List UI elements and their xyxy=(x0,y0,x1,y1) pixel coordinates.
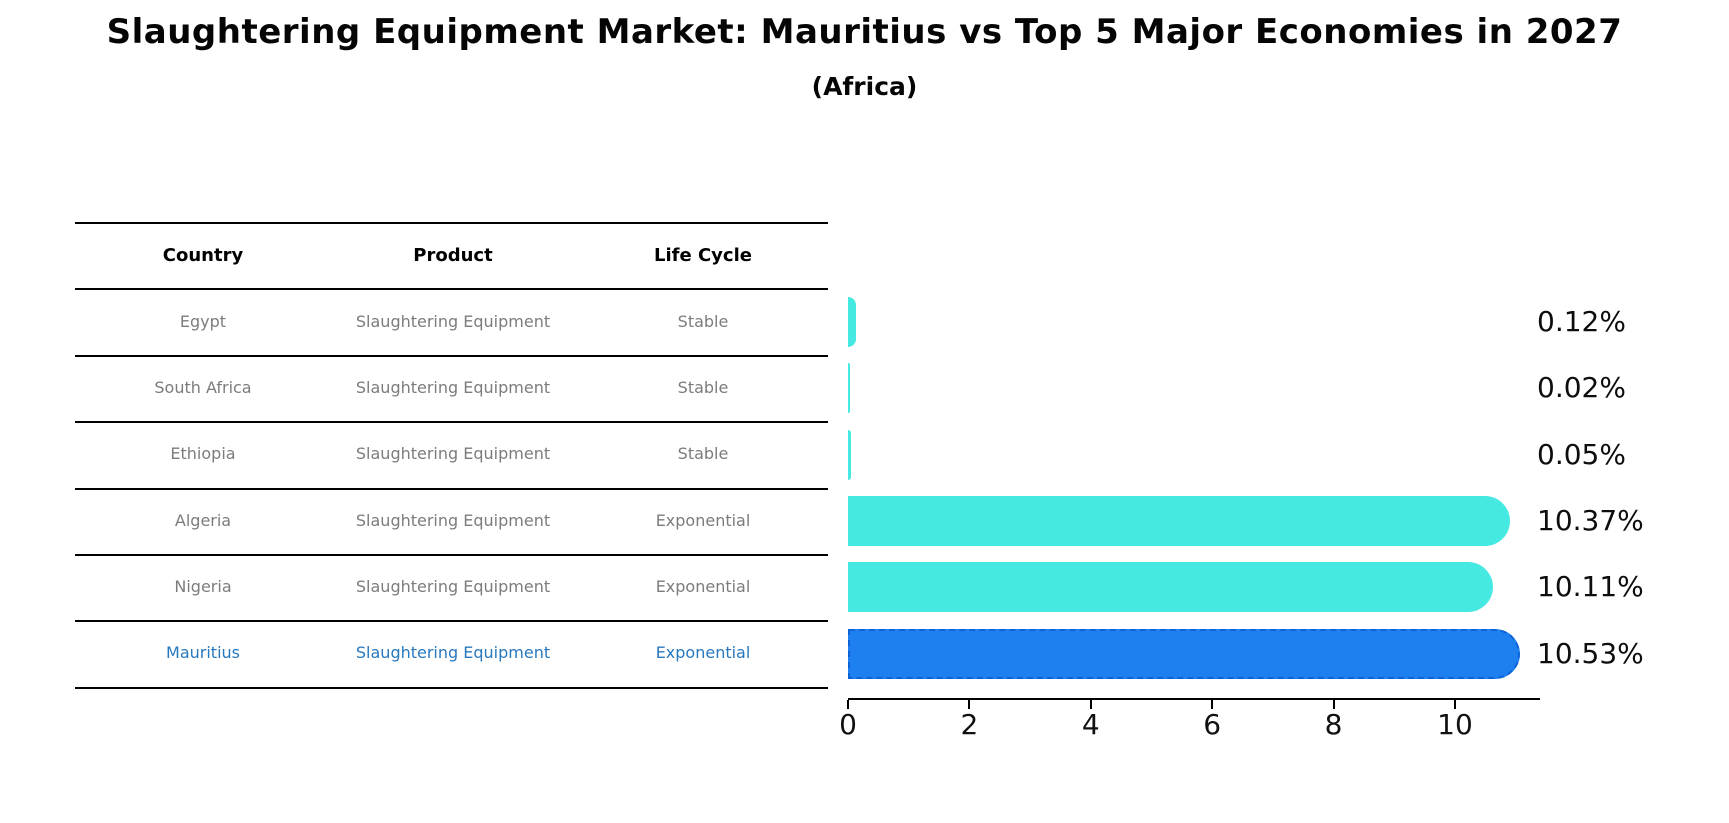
table-rule xyxy=(75,355,828,357)
cell-product: Slaughtering Equipment xyxy=(355,643,551,662)
cell-product: Slaughtering Equipment xyxy=(355,312,551,331)
x-tick xyxy=(1332,700,1335,709)
table-rule xyxy=(75,421,828,423)
cell-product: Slaughtering Equipment xyxy=(355,577,551,596)
table-row-egypt: Egypt Slaughtering Equipment Stable xyxy=(75,289,828,355)
table-header-row: Country Product Life Cycle xyxy=(75,223,828,289)
x-tick-label: 0 xyxy=(839,708,857,741)
cell-country: Nigeria xyxy=(174,577,232,596)
table-rule xyxy=(75,554,828,556)
cell-country: Ethiopia xyxy=(170,444,236,463)
bar-mauritius xyxy=(848,628,1520,679)
bar-algeria xyxy=(848,496,1510,547)
table-rule xyxy=(75,488,828,490)
table-row-ethiopia: Ethiopia Slaughtering Equipment Stable xyxy=(75,421,828,487)
chart-subtitle: (Africa) xyxy=(811,72,918,101)
cell-product: Slaughtering Equipment xyxy=(355,378,551,397)
value-label-algeria: 10.37% xyxy=(1537,504,1644,538)
cell-product: Slaughtering Equipment xyxy=(355,511,551,530)
x-axis-line xyxy=(848,698,1540,700)
cell-country: Algeria xyxy=(174,511,232,530)
value-label-egypt: 0.12% xyxy=(1537,305,1626,338)
value-label-ethiopia: 0.05% xyxy=(1537,437,1626,471)
table-rule xyxy=(75,687,828,689)
table-row-nigeria: Nigeria Slaughtering Equipment Exponenti… xyxy=(75,554,828,620)
x-tick-label: 4 xyxy=(1081,708,1100,741)
cell-country: South Africa xyxy=(154,378,252,397)
x-tick xyxy=(968,700,971,709)
x-tick xyxy=(847,700,849,709)
table-rule xyxy=(75,222,828,224)
cell-life-cycle: Exponential xyxy=(655,643,751,662)
x-tick-label: 2 xyxy=(960,708,979,741)
cell-product: Slaughtering Equipment xyxy=(355,444,551,463)
chart-title: Slaughtering Equipment Market: Mauritius… xyxy=(106,12,1623,52)
table-rule xyxy=(75,620,828,622)
header-product: Product xyxy=(413,245,493,266)
cell-life-cycle: Stable xyxy=(677,378,729,397)
x-tick-label: 8 xyxy=(1324,708,1343,741)
table-row-algeria: Algeria Slaughtering Equipment Exponenti… xyxy=(75,488,828,554)
cell-life-cycle: Exponential xyxy=(655,577,751,596)
table-rule xyxy=(75,288,828,290)
bar-egypt xyxy=(848,297,856,347)
value-label-south-africa: 0.02% xyxy=(1537,371,1626,405)
value-label-mauritius: 10.53% xyxy=(1537,636,1644,670)
header-country: Country xyxy=(162,245,244,266)
cell-country: Egypt xyxy=(179,312,227,331)
x-tick-label: 10 xyxy=(1437,708,1473,741)
table-row-south-africa: South Africa Slaughtering Equipment Stab… xyxy=(75,355,828,421)
x-tick-label: 6 xyxy=(1203,708,1222,741)
table-row-mauritius: Mauritius Slaughtering Equipment Exponen… xyxy=(75,620,828,686)
x-tick xyxy=(1454,700,1456,709)
cell-life-cycle: Exponential xyxy=(655,511,751,530)
header-life-cycle: Life Cycle xyxy=(654,245,752,266)
value-label-nigeria: 10.11% xyxy=(1537,570,1644,604)
bar-ethiopia xyxy=(848,429,852,480)
cell-country: Mauritius xyxy=(166,643,240,662)
bar-nigeria xyxy=(848,562,1494,613)
x-tick xyxy=(1211,700,1214,709)
cell-life-cycle: Stable xyxy=(677,312,729,331)
cell-life-cycle: Stable xyxy=(677,444,729,463)
bar-south-africa xyxy=(848,363,850,414)
x-tick xyxy=(1089,700,1092,709)
